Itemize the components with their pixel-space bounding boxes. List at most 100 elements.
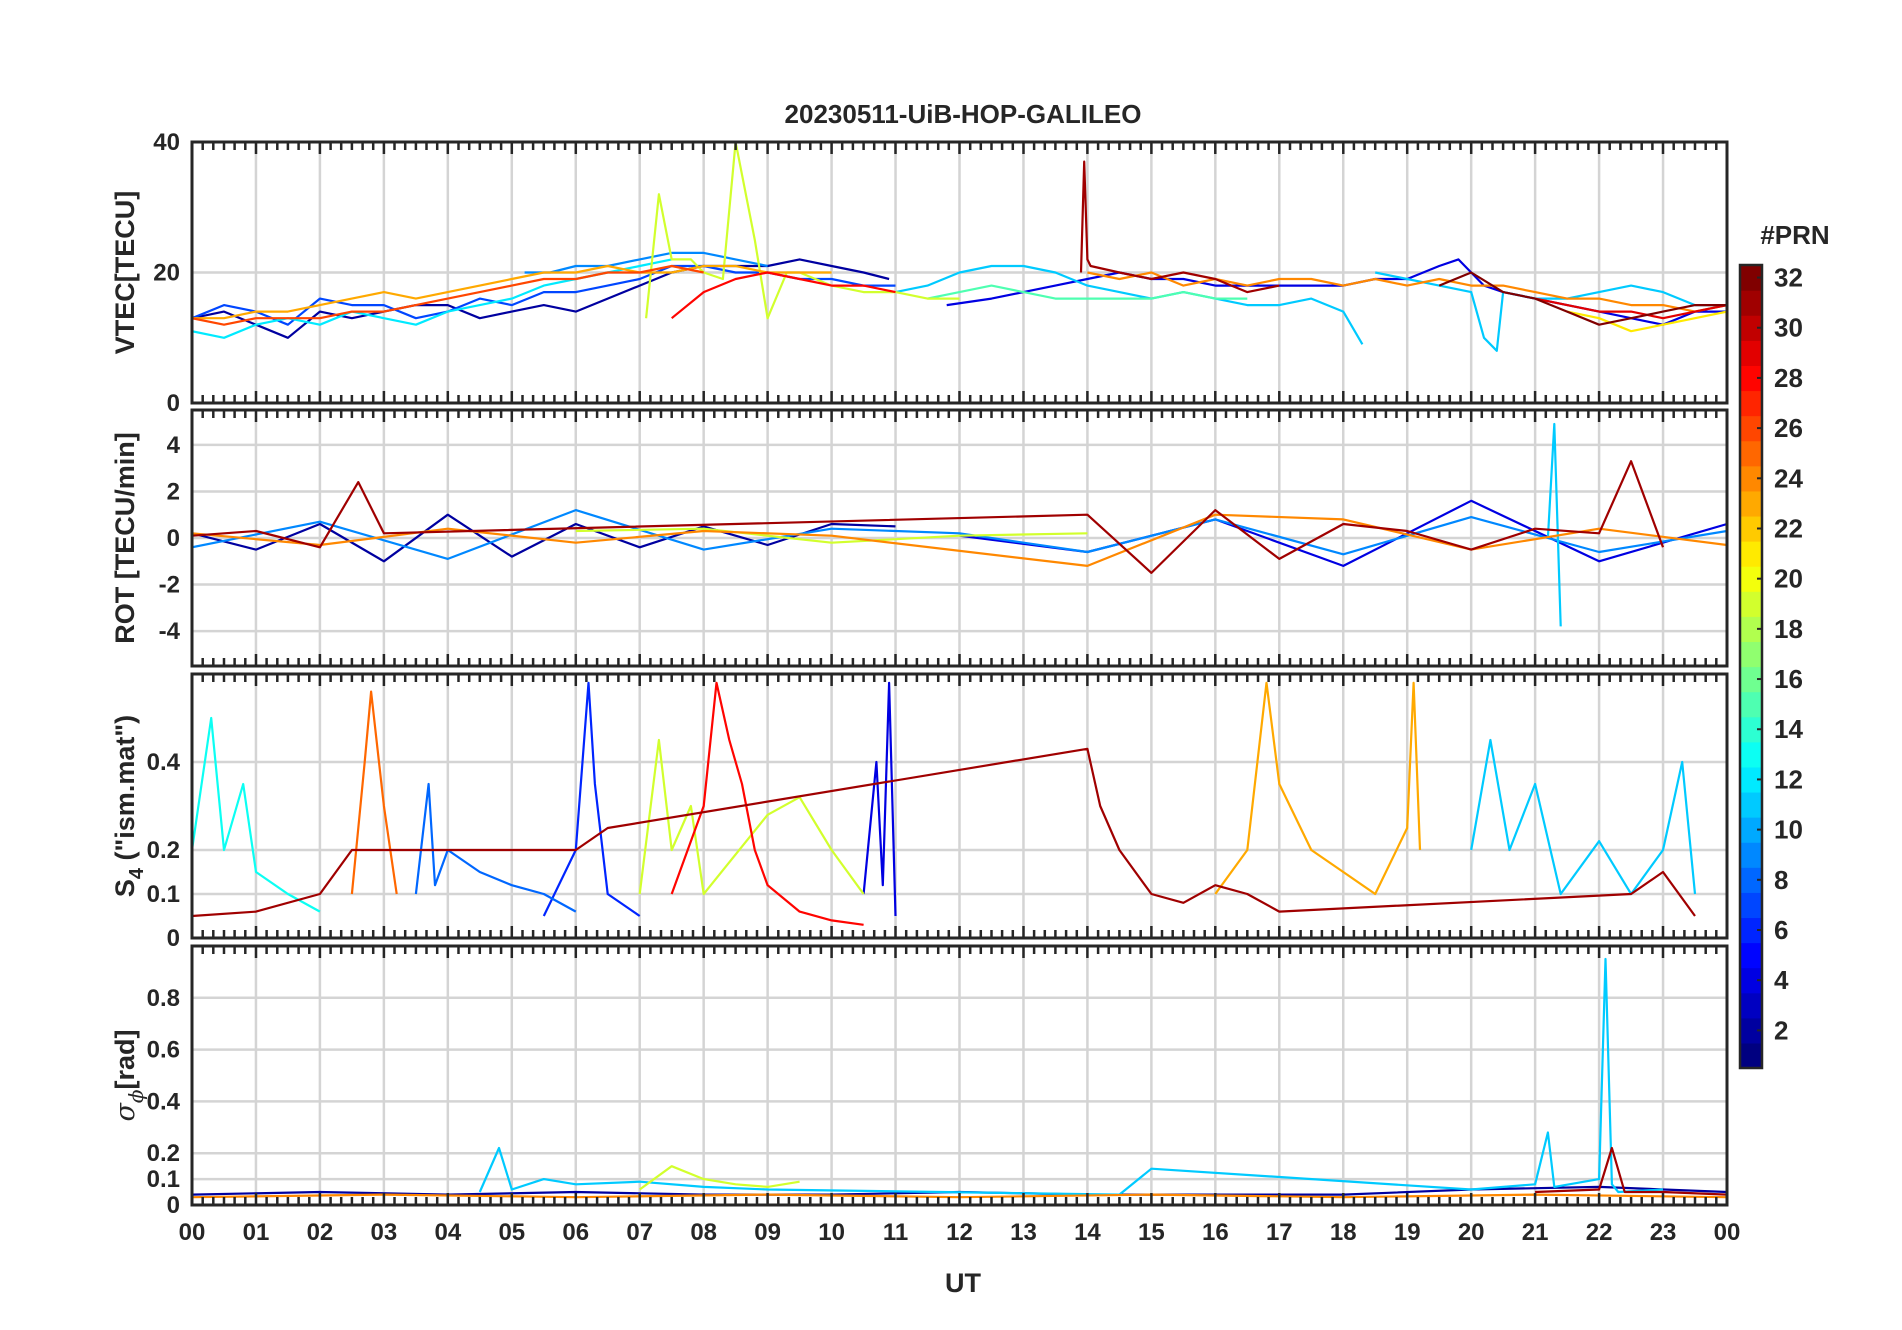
- colorbar-tick-label: 10: [1774, 815, 1803, 845]
- colorbar-tick-label: 24: [1774, 463, 1803, 493]
- x-tick-label: 09: [754, 1219, 781, 1246]
- colorbar-segment: [1740, 666, 1762, 693]
- series-group: [192, 422, 1727, 627]
- series-prn-9: [192, 509, 1727, 561]
- colorbar-segment: [1740, 716, 1762, 743]
- colorbar-tick-label: 6: [1774, 915, 1788, 945]
- colorbar-segment: [1740, 490, 1762, 517]
- series-prn-11: [1470, 738, 1697, 896]
- series-prn-31: [1535, 1146, 1727, 1196]
- series-prn-23: [192, 264, 832, 320]
- colorbar-segment: [1740, 817, 1762, 843]
- x-tick-label: 23: [1650, 1219, 1677, 1246]
- x-tick-label: 00: [179, 1219, 206, 1246]
- y-tick-label: -2: [159, 572, 180, 599]
- y-tick-label: 0: [167, 525, 180, 552]
- colorbar-tick-label: 32: [1774, 263, 1803, 293]
- x-minor-ticks: [201, 410, 1718, 666]
- series-prn-28: [670, 681, 864, 926]
- chart-title: 20230511-UiB-HOP-GALILEO: [785, 99, 1142, 129]
- series-prn-7: [192, 264, 896, 326]
- colorbar-segment: [1740, 265, 1762, 291]
- y-axis-label: VTEC[TECU]: [110, 191, 140, 355]
- colorbar-tick-label: 22: [1774, 513, 1803, 543]
- series-prn-11: [895, 264, 1364, 345]
- colorbar-segment: [1740, 842, 1762, 868]
- y-label-sub: ϕ: [124, 1089, 148, 1103]
- x-tick-label: 07: [626, 1219, 653, 1246]
- y-label-main: σ: [110, 1102, 141, 1122]
- x-tick-label: 00: [1714, 1219, 1741, 1246]
- x-tick-label: 12: [946, 1219, 973, 1246]
- series-prn-31: [1079, 160, 1280, 294]
- colorbar-segment: [1740, 515, 1762, 542]
- colorbar-segment: [1740, 1042, 1762, 1069]
- axes-frame: [190, 944, 1729, 1207]
- colorbar-tick-label: 16: [1774, 664, 1803, 694]
- series-prn-23: [1214, 681, 1422, 896]
- series-prn-4: [862, 681, 897, 917]
- x-tick-label: 17: [1266, 1219, 1293, 1246]
- colorbar-segment: [1740, 440, 1762, 467]
- series-group: [192, 681, 1697, 926]
- colorbar-segment: [1740, 967, 1762, 994]
- x-tick-label: 10: [818, 1219, 845, 1246]
- series-prn-15: [927, 284, 1248, 300]
- x-tick-label: 13: [1010, 1219, 1037, 1246]
- colorbar-tick-label: 12: [1774, 764, 1803, 794]
- colorbar-segment: [1740, 566, 1762, 592]
- y-tick-label: 0.1: [147, 1166, 180, 1193]
- colorbar-segment: [1740, 641, 1762, 668]
- y-label-sub: 4: [126, 867, 148, 879]
- rot-panel: -4 -2 0 2 4 ROT [TECU/min]: [110, 408, 1729, 668]
- colorbar-tick-label: 26: [1774, 413, 1803, 443]
- series-prn-31: [192, 747, 1696, 918]
- x-tick-label: 08: [690, 1219, 717, 1246]
- y-tick-label: 4: [167, 432, 181, 459]
- y-tick-label: 0.8: [147, 985, 180, 1012]
- axes-frame: [190, 672, 1729, 940]
- colorbar-segment: [1740, 465, 1762, 492]
- x-tick-label: 01: [243, 1219, 270, 1246]
- x-tick-label: 19: [1394, 1219, 1421, 1246]
- x-tick-label: 02: [307, 1219, 334, 1246]
- colorbar-tick-label: 14: [1774, 714, 1803, 744]
- colorbar-segment: [1740, 892, 1762, 919]
- y-tick-label: 2: [167, 478, 180, 505]
- x-tick-label: 14: [1074, 1219, 1101, 1246]
- colorbar-segment: [1740, 766, 1762, 793]
- x-tick-label: 20: [1458, 1219, 1485, 1246]
- x-tick-label: 06: [562, 1219, 589, 1246]
- x-tick-label: 03: [371, 1219, 398, 1246]
- y-tick-label: -4: [159, 618, 181, 645]
- colorbar-segment: [1740, 340, 1762, 366]
- x-tick-label: 21: [1522, 1219, 1549, 1246]
- y-tick-label: 40: [153, 129, 180, 156]
- axes-frame: [190, 408, 1729, 668]
- x-minor-ticks: [201, 946, 1718, 1205]
- series-prn-6: [542, 681, 641, 917]
- colorbar-segment: [1740, 867, 1762, 893]
- x-tick-label: 16: [1202, 1219, 1229, 1246]
- colorbar-segment: [1740, 691, 1762, 718]
- y-tick-label: 0.1: [147, 881, 180, 908]
- y-axis-label: S4 ("ism.mat"): [110, 715, 148, 897]
- vtec-panel: 0 20 40 VTEC[TECU]: [110, 129, 1729, 417]
- y-label-tail: [rad]: [110, 1029, 140, 1089]
- colorbar-segment: [1740, 741, 1762, 768]
- colorbar-tick-label: 28: [1774, 363, 1803, 393]
- y-axis-label: σϕ[rad]: [110, 1029, 148, 1121]
- x-tick-label: 18: [1330, 1219, 1357, 1246]
- series-prn-19: [639, 1165, 800, 1191]
- series-prn-24: [1087, 271, 1727, 313]
- colorbar-segment: [1740, 616, 1762, 642]
- colorbar-segment: [1740, 791, 1762, 818]
- y-tick-label: 0.2: [147, 1140, 180, 1167]
- colorbar-tick-label: 30: [1774, 313, 1803, 343]
- series-group: [192, 142, 1727, 352]
- y-tick-label: 20: [153, 260, 180, 287]
- colorbar-segment: [1740, 992, 1762, 1019]
- colorbar-segment: [1740, 315, 1762, 341]
- y-tick-label: 0.2: [147, 837, 180, 864]
- colorbar-segment: [1740, 942, 1762, 969]
